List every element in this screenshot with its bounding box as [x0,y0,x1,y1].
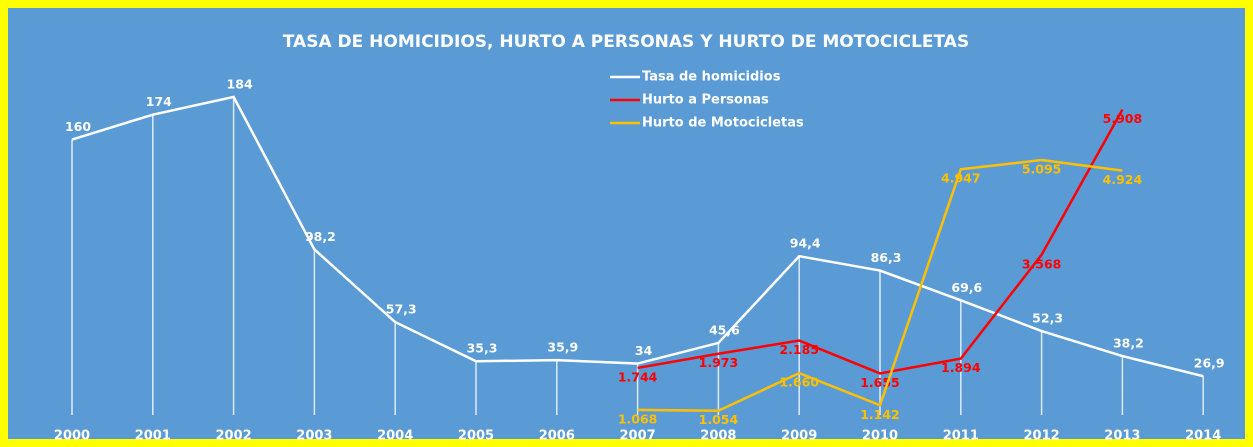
data-label: 1.973 [699,355,739,370]
x-tick-label: 2007 [620,429,656,444]
x-tick-label: 2013 [1104,429,1140,444]
series-line [637,108,1124,375]
data-label: 35,9 [547,340,578,355]
data-label: 86,3 [871,250,902,265]
data-label: 1.894 [941,360,981,375]
data-label: 184 [227,76,253,91]
x-tick-label: 2014 [1185,429,1221,444]
x-tick-label: 2003 [296,429,332,444]
data-label: 57,3 [386,302,417,317]
series-line [637,158,1123,412]
data-label: 1.655 [860,375,900,390]
x-tick-label: 2010 [862,429,898,444]
x-tick-label: 2009 [781,429,817,444]
data-label: 1.142 [860,407,900,422]
data-label: 2.185 [779,342,819,357]
data-label: 69,6 [951,280,982,295]
chart-title: TASA DE HOMICIDIOS, HURTO A PERSONAS Y H… [283,32,969,52]
x-tick-label: 2012 [1024,429,1060,444]
data-label: 1.068 [618,411,658,426]
data-label: 45,6 [709,322,740,337]
data-label: 1.054 [699,412,739,427]
data-label: 3.568 [1022,256,1062,271]
data-label: 35,3 [467,341,498,356]
data-label: 174 [146,94,172,109]
x-tick-label: 2002 [216,429,252,444]
x-tick-label: 2005 [458,429,494,444]
legend-label: Hurto a Personas [642,93,769,108]
data-label: 94,4 [790,236,821,251]
x-tick-label: 2001 [135,429,171,444]
x-tick-label: 2008 [700,429,736,444]
x-tick-label: 2006 [539,429,575,444]
x-tick-label: 2011 [943,429,979,444]
data-label: 1.660 [779,375,819,390]
data-label: 38,2 [1113,336,1144,351]
x-tick-label: 2004 [377,429,413,444]
data-label: 4.947 [941,171,981,186]
data-label: 5.908 [1103,111,1143,126]
x-tick-label: 2000 [54,429,90,444]
legend-label: Tasa de homicidios [642,70,781,85]
data-label: 5.095 [1022,162,1062,177]
data-label: 34 [635,343,653,358]
data-label: 4.924 [1103,172,1143,187]
data-label: 52,3 [1032,311,1063,326]
data-label: 1.744 [618,369,658,384]
data-label: 98,2 [305,229,336,244]
legend-label: Hurto de Motocicletas [642,116,804,131]
data-label: 160 [65,119,91,134]
data-label: 26,9 [1194,356,1225,371]
